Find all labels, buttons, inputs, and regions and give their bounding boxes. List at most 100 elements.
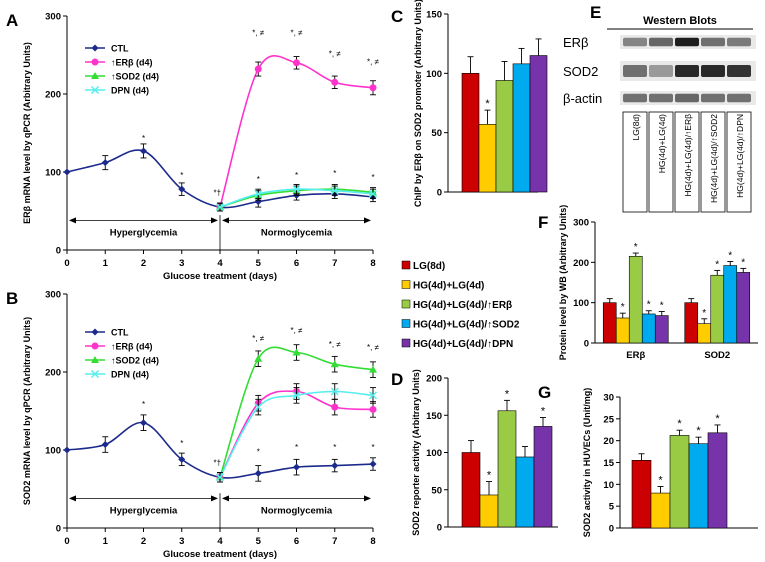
y-axis-label: ChIP by ERβ on SOD2 promoter (Arbitrary … <box>413 0 423 207</box>
blot-row-label: β-actin <box>563 91 602 106</box>
y-tick-label: 0 <box>437 188 442 199</box>
panel-letter: F <box>538 213 548 232</box>
lane-label-box <box>648 111 674 213</box>
y-tick-label: 200 <box>45 368 61 379</box>
x-tick-label: 4 <box>217 536 223 547</box>
arrow-head <box>364 495 371 502</box>
bar <box>697 323 712 344</box>
bar <box>654 315 669 344</box>
panel-letter: E <box>590 3 601 22</box>
y-tick-label: 0 <box>609 524 614 535</box>
x-tick-label: 2 <box>141 536 146 547</box>
y-axis-label: SOD2 mRNA level by qPCR (Arbitrary Units… <box>22 317 32 505</box>
bar <box>495 80 514 193</box>
x-tick-label: 3 <box>179 258 184 269</box>
data-point <box>331 462 339 470</box>
y-tick-label: 100 <box>45 168 61 179</box>
lane-label: HG(4d)+LG(4d)/↑SOD2 <box>709 114 719 203</box>
significance-mark: * <box>371 173 374 182</box>
legend-label: DPN (d4) <box>111 86 149 96</box>
legend-label: HG(4d)+LG(4d)/↑DPN <box>413 339 513 350</box>
y-axis-label: Protein level by WB (Arbitrary Units) <box>558 205 568 361</box>
data-point <box>330 387 339 396</box>
arrow-head <box>69 495 76 502</box>
data-point <box>91 370 99 378</box>
series-line <box>66 421 374 479</box>
bar <box>497 410 517 528</box>
significance-mark: *, ≠ <box>291 29 304 38</box>
legend-label: ↑ERβ (d4) <box>111 342 153 352</box>
blot-band <box>701 37 725 47</box>
lane-label-box <box>622 111 648 213</box>
bar <box>533 426 553 528</box>
data-point <box>331 78 339 86</box>
y-tick-label: 300 <box>45 290 61 301</box>
blot-band <box>675 37 699 47</box>
data-point <box>369 189 377 198</box>
y-tick-label: 10 <box>603 480 614 491</box>
significance-mark: *, ≠ <box>252 334 265 343</box>
panel-f: F 0 100 200 300 Protein level by WB (Arbitrar… <box>538 205 758 361</box>
panel-letter: B <box>6 289 18 308</box>
data-point <box>292 348 301 356</box>
bar <box>723 265 738 344</box>
panel-b: B 0 100 200 300 0 1 2 3 4 5 6 7 8 Glucose treatment (d… <box>6 289 380 560</box>
significance-mark: * <box>371 443 374 452</box>
x-tick-label: 4 <box>217 258 223 269</box>
blot-band <box>701 93 725 103</box>
bar <box>684 302 699 344</box>
lane-label: LG(8d) <box>631 114 641 141</box>
y-tick-label: 5 <box>609 502 615 513</box>
x-category-label: SOD2 <box>704 350 730 361</box>
blot-band <box>727 65 751 77</box>
bar <box>529 55 548 193</box>
blot-band <box>623 93 647 103</box>
y-tick-label: 0 <box>56 246 61 257</box>
x-tick-label: 2 <box>141 258 146 269</box>
significance-mark: * <box>741 257 745 268</box>
y-tick-label: 150 <box>426 10 442 21</box>
y-tick-label: 100 <box>426 448 442 459</box>
significance-mark: * <box>505 388 510 400</box>
x-axis-label: Glucose treatment (days) <box>163 271 277 282</box>
data-point <box>91 86 99 94</box>
blot-band <box>649 65 673 77</box>
blot-band <box>701 65 725 77</box>
x-tick-label: 6 <box>294 258 299 269</box>
data-point <box>254 469 262 477</box>
significance-mark: *, ≠ <box>367 57 380 66</box>
y-tick-label: 25 <box>603 414 614 425</box>
significance-mark: *, ≠ <box>329 340 342 349</box>
x-axis-label: Glucose treatment (days) <box>163 549 277 560</box>
lane-label-box <box>700 111 726 213</box>
data-point <box>216 203 224 212</box>
lane-label-box <box>674 111 700 213</box>
data-point <box>293 59 300 67</box>
arrow-head <box>222 495 229 502</box>
data-point <box>178 185 186 193</box>
y-axis-label: SOD2 activity in HUVECs (Unit/mg) <box>582 388 592 538</box>
bar <box>602 302 617 344</box>
x-tick-label: 5 <box>256 536 262 547</box>
data-point <box>178 455 186 463</box>
blot-band <box>623 37 647 47</box>
data-point <box>369 84 377 92</box>
legend-swatch <box>401 299 411 309</box>
y-axis-label: SOD2 reporter activity (Arbitrary Units) <box>411 369 421 536</box>
blot-band <box>727 93 751 103</box>
bar <box>736 272 751 344</box>
significance-mark: *, ≠ <box>367 343 380 352</box>
bar <box>479 494 499 528</box>
data-point <box>216 473 224 482</box>
phase-label-normoglycemia: Normoglycemia <box>261 505 333 516</box>
panel-d: D 0 50 100 150 200 SOD2 reporter activity (Arb… <box>391 369 558 536</box>
y-tick-label: 0 <box>437 523 442 534</box>
data-point <box>254 354 263 362</box>
data-point <box>91 328 99 336</box>
panel-letter: D <box>391 370 403 389</box>
significance-mark: * <box>660 301 664 312</box>
blot-band <box>727 37 751 47</box>
panel-g: G 0 5 10 15 20 25 30 SOD2 activity in HUVECs (Un… <box>538 383 758 537</box>
significance-mark: * <box>487 470 492 482</box>
